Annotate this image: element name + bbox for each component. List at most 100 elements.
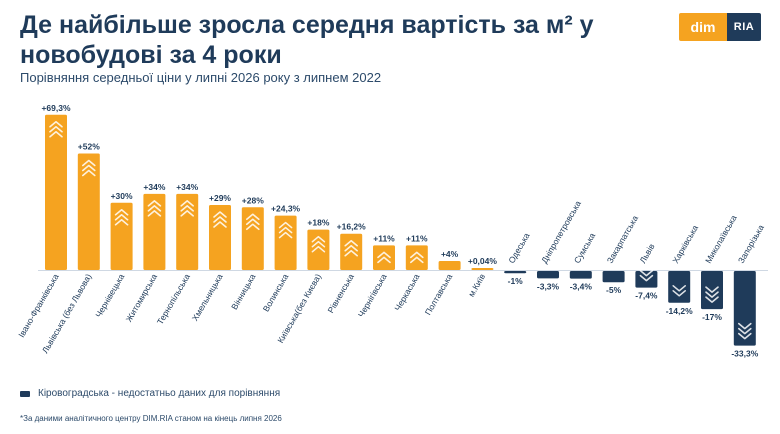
category-label: Миколаївська [703, 213, 739, 265]
chevron-icon [180, 200, 194, 207]
note-marker-icon [20, 390, 30, 397]
category-label: Сумська [572, 231, 598, 265]
chevron-icon [114, 214, 129, 221]
category-label: Житомирська [124, 272, 160, 324]
chevron-icon [147, 210, 162, 217]
bar-value-label: +30% [111, 191, 133, 201]
chevron-icon [278, 226, 293, 234]
bar [340, 233, 363, 270]
category-label: Вінницька [229, 272, 258, 312]
chevron-icon [738, 327, 752, 335]
bar-value-label: -7,4% [635, 291, 658, 301]
chevron-icon [213, 221, 227, 228]
logo-dim-text: dim [679, 13, 727, 41]
bar [176, 193, 199, 270]
category-label: Волинська [261, 272, 291, 314]
bar [668, 271, 691, 303]
bar-value-label: -17% [702, 312, 722, 322]
bar-value-label: +69,3% [41, 103, 71, 113]
category-label: м.Київ [466, 272, 487, 299]
category-label: Хмельницька [190, 272, 225, 323]
bar-value-label: +34% [143, 182, 165, 192]
chevron-icon [639, 274, 654, 282]
page-subtitle: Порівняння середньої ціни у липні 2026 р… [20, 70, 382, 85]
bar [504, 271, 527, 274]
bar [45, 114, 67, 270]
bar [77, 153, 100, 270]
category-label: Харківська [670, 223, 700, 265]
bar-value-label: +0,04% [468, 256, 498, 266]
chevron-icon [639, 269, 654, 277]
category-label: Тернопільська [155, 272, 192, 326]
chevron-icon [180, 210, 194, 217]
bar [537, 271, 559, 279]
chevron-icon [278, 221, 293, 229]
chevron-icon [344, 244, 358, 252]
bar-value-label: +4% [441, 249, 459, 259]
chevron-icon [114, 219, 129, 226]
category-label: Чернігівська [356, 272, 389, 319]
bar-value-label: +34% [176, 182, 198, 192]
chevron-icon [705, 296, 719, 303]
chevron-icon [246, 223, 260, 231]
category-label: Закарпатська [605, 213, 641, 265]
bar-value-label: -1% [508, 276, 524, 286]
bar-value-label: -3,3% [537, 281, 560, 291]
chevron-icon [49, 120, 63, 128]
chevron-icon [672, 290, 686, 297]
chevron-icon [213, 216, 227, 223]
chevron-icon [738, 322, 752, 330]
page-title: Де найбільше зросла середня вартість за … [20, 11, 594, 69]
note-text: Кіровоградська - недостатньо даних для п… [38, 388, 281, 399]
bar [471, 268, 494, 270]
chevron-icon [246, 213, 260, 221]
category-label: Полтавська [423, 272, 455, 317]
chevron-icon [311, 240, 326, 248]
chevron-icon [147, 205, 162, 212]
chevron-icon [377, 256, 391, 264]
chevron-icon [311, 245, 326, 253]
chevron-icon [82, 159, 96, 167]
category-label: Рівненська [326, 272, 357, 315]
chevron-icon [344, 249, 358, 257]
bar-value-label: +11% [373, 233, 395, 243]
chevron-icon [213, 211, 227, 218]
bar-value-label: -14,2% [666, 306, 693, 316]
logo-ria-text: RIA [727, 13, 761, 41]
category-label: Одеська [506, 231, 532, 265]
chevron-icon [278, 231, 293, 239]
bars-group: +69,3%Івано-Франківська+52%Львівська (бе… [16, 103, 766, 359]
chevron-icon [49, 125, 63, 133]
chevron-icon [49, 130, 63, 138]
chevron-icon [410, 256, 424, 264]
bar-value-label: +11% [406, 233, 428, 243]
footnote: *За даними аналітичного центру DIM.RIA с… [20, 414, 282, 423]
bar [241, 207, 264, 270]
chevron-icon [180, 205, 194, 212]
bar-value-label: -33,3% [731, 349, 758, 359]
chevron-icon [114, 209, 129, 216]
bar [602, 271, 625, 283]
bar-value-label: +29% [209, 193, 231, 203]
chevron-icon [705, 291, 719, 298]
chevron-icon [147, 200, 162, 207]
chevron-icon [410, 251, 424, 259]
category-label: Львів [637, 241, 656, 265]
bar [307, 229, 330, 270]
bar [438, 261, 461, 270]
chevron-icon [377, 251, 391, 259]
chevron-icon [82, 169, 96, 177]
bar-value-label: +52% [78, 142, 100, 152]
category-label: Чернівецька [93, 272, 126, 319]
chevron-icon [311, 235, 326, 243]
bar-value-label: +28% [242, 195, 264, 205]
category-label: Черкаська [392, 272, 421, 313]
note: Кіровоградська - недостатньо даних для п… [20, 388, 280, 399]
bar [110, 202, 133, 270]
dim-ria-logo: dim RIA [679, 13, 761, 41]
bar [143, 193, 166, 270]
bar-value-label: +24,3% [271, 204, 301, 214]
bar [274, 215, 297, 270]
bar-value-label: -3,4% [570, 282, 593, 292]
